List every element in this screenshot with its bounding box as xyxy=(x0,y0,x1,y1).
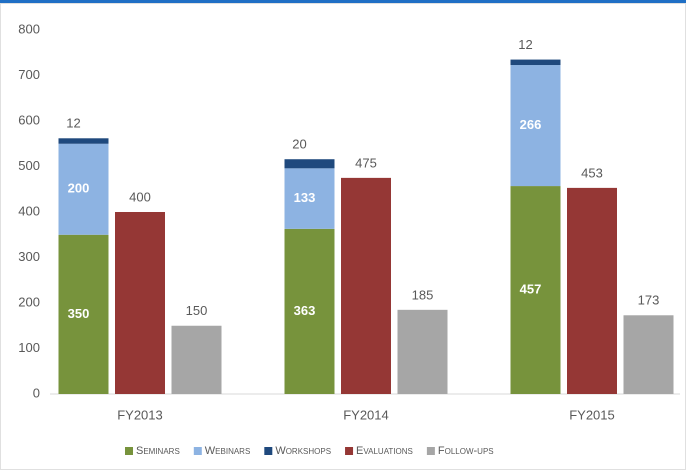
y-tick-label: 100 xyxy=(18,340,40,355)
legend-swatch xyxy=(345,447,354,455)
y-tick-label: 600 xyxy=(18,112,40,127)
bar-segment xyxy=(171,325,222,394)
bar-segment xyxy=(510,186,561,394)
bar-segment xyxy=(58,138,109,144)
legend-swatch xyxy=(426,447,435,455)
value-label: 20 xyxy=(292,137,306,152)
value-label: 185 xyxy=(412,287,434,302)
legend-swatch xyxy=(125,447,133,455)
bar-segment xyxy=(567,187,617,394)
y-tick-label: 200 xyxy=(18,294,40,309)
legend-swatch xyxy=(193,447,202,455)
value-label: 457 xyxy=(520,281,542,296)
bar-segment xyxy=(58,234,109,394)
bar-segment xyxy=(341,177,391,394)
value-label: 453 xyxy=(581,165,603,180)
value-label: 173 xyxy=(638,293,660,308)
value-label: 363 xyxy=(294,303,316,318)
legend-swatch xyxy=(264,447,273,455)
legend-label: Seminars xyxy=(136,445,180,457)
x-tick-label: FY2013 xyxy=(117,407,163,422)
legend-label: Follow-ups xyxy=(438,445,494,457)
x-tick-label: FY2014 xyxy=(343,407,389,422)
y-tick-label: 700 xyxy=(18,67,40,82)
value-label: 133 xyxy=(294,190,316,205)
bar-segment xyxy=(623,315,674,394)
legend-label: Evaluations xyxy=(356,445,413,457)
bar-segment xyxy=(510,59,561,66)
top-border xyxy=(0,0,686,3)
value-label: 400 xyxy=(129,189,151,204)
value-label: 12 xyxy=(66,116,80,131)
bar-segment xyxy=(284,159,335,169)
bar-segment xyxy=(510,65,561,187)
y-tick-label: 400 xyxy=(18,203,40,218)
value-label: 150 xyxy=(186,303,208,318)
value-label: 12 xyxy=(518,37,532,52)
bar-segment xyxy=(397,309,448,394)
legend-label: Webinars xyxy=(205,445,251,457)
value-label: 350 xyxy=(68,306,90,321)
legend-label: Workshops xyxy=(275,445,331,457)
bar-segment xyxy=(115,212,165,394)
y-tick-label: 0 xyxy=(33,385,40,400)
bar-segment xyxy=(284,228,335,394)
bar-segment xyxy=(58,143,109,235)
y-tick-label: 800 xyxy=(18,21,40,36)
x-tick-label: FY2015 xyxy=(569,407,615,422)
value-label: 200 xyxy=(68,181,90,196)
bar-segment xyxy=(284,168,335,229)
y-tick-label: 300 xyxy=(18,249,40,264)
value-label: 266 xyxy=(520,117,542,132)
value-label: 475 xyxy=(355,155,377,170)
y-tick-label: 500 xyxy=(18,158,40,173)
